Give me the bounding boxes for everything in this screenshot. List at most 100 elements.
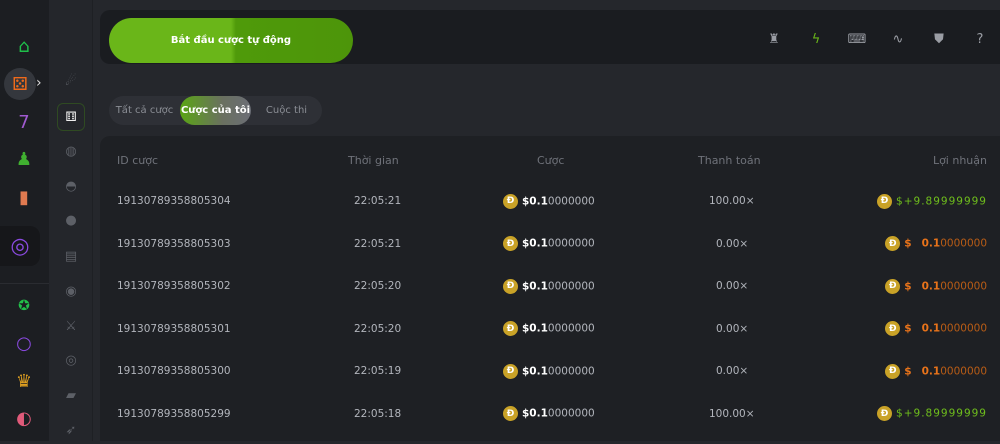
home-icon[interactable]: ⌂ bbox=[18, 35, 30, 57]
profit-sign: $ bbox=[904, 280, 912, 292]
bet-time: 22:05:21 bbox=[354, 237, 402, 250]
dice-icon[interactable]: ⚄ bbox=[4, 68, 36, 100]
profit-decimals: 0000000 bbox=[940, 280, 987, 292]
table-row[interactable]: 19130789358805303 22:05:21 Đ $0.10000000 … bbox=[100, 234, 1000, 254]
bet-id[interactable]: 19130789358805304 bbox=[117, 195, 231, 207]
bet-amount-main: $0.1 bbox=[522, 237, 548, 250]
profit-amount: 0.1 bbox=[921, 237, 941, 250]
slot-icon[interactable]: 7 bbox=[18, 111, 30, 133]
header-bet: Cược bbox=[537, 153, 565, 167]
bet-amount-decimals: 0000000 bbox=[547, 322, 595, 335]
ball-icon[interactable]: ● bbox=[65, 212, 77, 228]
profit-sign: $ bbox=[904, 237, 912, 250]
crown-icon[interactable]: ♛ bbox=[15, 370, 33, 392]
start-auto-bet-button[interactable]: Bắt đầu cược tự động bbox=[109, 18, 353, 63]
rocket-sword-icon[interactable]: ⚔ bbox=[65, 318, 77, 334]
bet-time: 22:05:20 bbox=[354, 280, 402, 292]
payout: 0.00× bbox=[716, 237, 749, 250]
bet-amount: Đ $0.10000000 bbox=[503, 406, 595, 421]
coin-icon: Đ bbox=[503, 321, 518, 336]
tab-my-bets[interactable]: Cược của tôi bbox=[180, 96, 251, 125]
coin-icon: Đ bbox=[885, 236, 901, 251]
profit-sign: $+ bbox=[896, 195, 914, 207]
chart-wave-icon[interactable]: ∿ bbox=[892, 31, 904, 47]
coin-icon: Đ bbox=[503, 363, 518, 379]
bet-id[interactable]: 19130789358805302 bbox=[117, 280, 231, 292]
bet-amount-decimals: 0000000 bbox=[547, 280, 595, 292]
expand-chevron-icon[interactable]: › bbox=[36, 75, 42, 91]
trophy-icon[interactable]: ♜ bbox=[768, 31, 780, 47]
profit-amount: 0.1 bbox=[921, 322, 941, 335]
helmet-icon[interactable]: ◓ bbox=[65, 178, 77, 194]
bet-amount: Đ $0.10000000 bbox=[503, 278, 595, 294]
table-row[interactable]: 19130789358805300 22:05:19 Đ $0.10000000 … bbox=[100, 361, 1000, 381]
help-icon[interactable]: ? bbox=[976, 31, 984, 47]
cards-icon[interactable]: ▮ bbox=[19, 186, 29, 208]
bet-amount-main: $0.1 bbox=[522, 322, 548, 335]
table-row[interactable]: 19130789358805299 22:05:18 Đ $0.10000000 … bbox=[100, 404, 1000, 424]
bet-amount-main: $0.1 bbox=[522, 280, 548, 292]
disc-icon[interactable]: ◎ bbox=[65, 352, 77, 368]
header-id: ID cược bbox=[117, 153, 159, 167]
keyboard-icon[interactable]: ⌨ bbox=[847, 31, 867, 47]
bet-id[interactable]: 19130789358805303 bbox=[117, 237, 231, 250]
bets-tabs: Tất cả cược Cược của tôi Cuộc thi bbox=[109, 96, 322, 125]
card-stack-icon[interactable]: ▤ bbox=[64, 248, 78, 264]
bet-id[interactable]: 19130789358805299 bbox=[117, 407, 231, 420]
target-icon[interactable]: ◎ bbox=[10, 233, 30, 259]
bet-amount: Đ $0.10000000 bbox=[503, 321, 595, 336]
table-row[interactable]: 19130789358805304 22:05:21 Đ $0.10000000 … bbox=[100, 191, 1000, 211]
bet-amount-decimals: 0000000 bbox=[547, 195, 595, 207]
profit-amount: 9.89999999 bbox=[913, 407, 987, 420]
bet-amount-decimals: 0000000 bbox=[547, 237, 595, 250]
profit-sign: $+ bbox=[896, 407, 914, 420]
mask-icon[interactable]: ◐ bbox=[16, 407, 32, 429]
header-time: Thời gian bbox=[348, 153, 399, 167]
profit-amount: 0.1 bbox=[921, 280, 941, 292]
payout: 100.00× bbox=[709, 195, 755, 207]
bet-amount-decimals: 0000000 bbox=[547, 365, 595, 377]
joystick-icon[interactable]: ♟ bbox=[15, 148, 33, 170]
lightning-icon[interactable]: ϟ bbox=[811, 31, 821, 47]
payout: 100.00× bbox=[709, 407, 755, 420]
coin-icon: Đ bbox=[503, 406, 518, 421]
ring-icon[interactable]: ○ bbox=[16, 332, 32, 354]
bet-time: 22:05:19 bbox=[354, 365, 402, 377]
profit-decimals: 0000000 bbox=[940, 322, 987, 335]
tank-icon[interactable]: ▰ bbox=[66, 387, 76, 403]
chips-icon[interactable]: ◍ bbox=[65, 143, 77, 159]
payout: 0.00× bbox=[716, 365, 749, 377]
coin-icon: Đ bbox=[877, 193, 893, 209]
main-sidebar: ⌂ ⚄ › 7 ♟ ▮ ◎ ✪ ○ ♛ ◐ bbox=[0, 0, 49, 441]
profit-sign: $ bbox=[904, 365, 912, 377]
payout: 0.00× bbox=[716, 322, 749, 335]
star-badge-icon[interactable]: ✪ bbox=[18, 298, 30, 314]
coin-icon: Đ bbox=[503, 236, 518, 251]
coin-icon: Đ bbox=[885, 363, 901, 379]
payout: 0.00× bbox=[716, 280, 749, 292]
comet-icon[interactable]: ☄ bbox=[65, 73, 77, 89]
tab-all-bets[interactable]: Tất cả cược bbox=[115, 105, 174, 116]
profit: Đ $ 0.10000000 bbox=[885, 363, 987, 379]
coin-icon: Đ bbox=[885, 321, 901, 336]
dice-white-icon[interactable]: ⚅ bbox=[57, 103, 85, 131]
table-row[interactable]: 19130789358805302 22:05:20 Đ $0.10000000 … bbox=[100, 276, 1000, 296]
bet-id[interactable]: 19130789358805300 bbox=[117, 365, 231, 377]
bet-id[interactable]: 19130789358805301 bbox=[117, 322, 231, 335]
coin-icon: Đ bbox=[503, 193, 518, 209]
acorn-icon[interactable]: ⛊ bbox=[934, 31, 944, 47]
table-row[interactable]: 19130789358805301 22:05:20 Đ $0.10000000 … bbox=[100, 319, 1000, 339]
bet-time: 22:05:20 bbox=[354, 322, 402, 335]
profit-amount: 0.1 bbox=[921, 365, 941, 377]
table-header: ID cược Thời gian Cược Thanh toán Lợi nh… bbox=[100, 150, 1000, 170]
profit: Đ $ 0.10000000 bbox=[885, 321, 987, 336]
bet-time: 22:05:18 bbox=[354, 407, 402, 420]
tab-contest[interactable]: Cuộc thi bbox=[265, 105, 308, 116]
header-payout: Thanh toán bbox=[698, 153, 761, 167]
profit-amount: 9.89999999 bbox=[913, 195, 987, 207]
rocket-icon[interactable]: ➶ bbox=[65, 422, 77, 438]
profit: Đ $+9.89999999 bbox=[877, 406, 987, 421]
bet-amount: Đ $0.10000000 bbox=[503, 236, 595, 251]
bomb-icon[interactable]: ◉ bbox=[65, 283, 77, 299]
bet-amount: Đ $0.10000000 bbox=[503, 363, 595, 379]
